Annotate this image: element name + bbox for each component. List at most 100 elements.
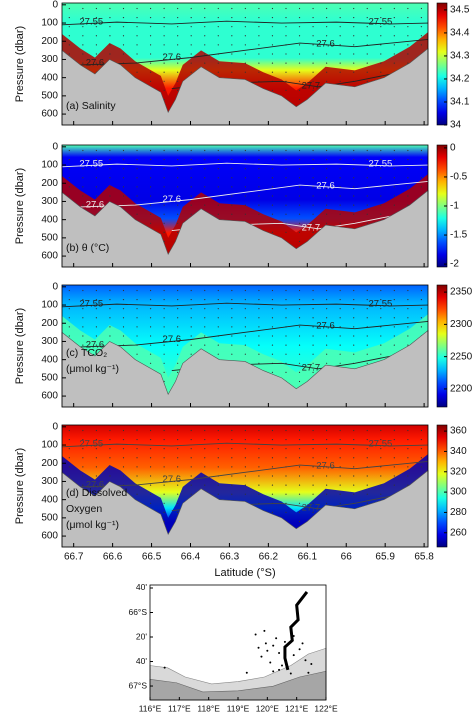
sample-dot — [244, 16, 246, 19]
sample-dot — [136, 438, 138, 441]
sample-dot — [380, 475, 382, 477]
sample-dot — [231, 53, 233, 55]
sample-dot — [163, 16, 165, 19]
sample-dot — [380, 195, 382, 197]
sample-dot — [122, 308, 125, 310]
sample-dot — [298, 371, 301, 374]
sample-dot — [149, 344, 152, 346]
sample-dot — [326, 71, 328, 73]
sample-dot — [231, 204, 233, 206]
sample-dot — [393, 7, 395, 10]
sample-dot — [258, 448, 260, 450]
sample-dot — [380, 308, 382, 310]
sample-dot — [231, 484, 233, 486]
sample-dot — [204, 44, 206, 46]
sample-dot — [420, 149, 423, 152]
colorbar-tick-label: 34.2 — [450, 74, 470, 85]
sample-dot — [68, 7, 70, 10]
sample-dot — [339, 195, 341, 197]
sample-dot — [326, 222, 328, 224]
sample-dot — [68, 44, 70, 46]
sample-dot — [149, 362, 152, 364]
sample-dot — [68, 429, 70, 432]
sample-dot — [339, 353, 341, 355]
sample-dot — [312, 213, 314, 215]
sample-dot — [244, 158, 246, 161]
sample-dot — [122, 35, 125, 37]
sample-dot — [163, 222, 165, 224]
sample-dot — [393, 204, 395, 206]
sample-dot — [298, 475, 301, 477]
sample-dot — [285, 231, 287, 234]
sample-dot — [298, 35, 301, 37]
sample-dot — [109, 289, 111, 292]
sample-dot — [326, 204, 328, 206]
sample-dot — [326, 195, 328, 197]
sample-dot — [163, 466, 165, 468]
seafloor — [61, 189, 429, 268]
sample-dot — [298, 317, 301, 319]
sample-dot — [298, 213, 301, 215]
sample-dot — [271, 158, 274, 161]
sample-dot — [353, 438, 355, 441]
sample-dot — [122, 448, 125, 450]
sample-dot — [217, 213, 219, 215]
sample-dot — [82, 53, 84, 55]
x-tick-label: 66.7 — [64, 552, 84, 563]
sample-dot — [258, 7, 260, 10]
sample-dot — [407, 195, 409, 197]
sample-dot — [312, 204, 314, 206]
sample-dot — [163, 231, 165, 234]
sample-dot — [326, 158, 328, 161]
sample-dot — [298, 362, 301, 364]
contour-line — [61, 20, 429, 26]
colorbar-tick-label: 2350 — [450, 287, 473, 298]
sample-dot — [68, 35, 70, 37]
sample-dot — [393, 429, 395, 432]
sample-dot — [312, 317, 314, 319]
sample-dot — [68, 53, 70, 55]
sample-dot — [136, 335, 138, 337]
station — [281, 664, 283, 667]
sample-dot — [393, 195, 395, 197]
sample-dot — [339, 213, 341, 215]
panel-label: Oxygen — [66, 503, 102, 515]
sample-dot — [339, 44, 341, 46]
sample-dot — [380, 7, 382, 10]
sample-dot — [393, 298, 395, 301]
sample-dot — [312, 26, 314, 28]
sample-dot — [353, 149, 355, 152]
colorbar-tick-label: 2250 — [450, 351, 473, 362]
sample-dot — [244, 308, 246, 310]
sample-dot — [122, 317, 125, 319]
contour-line — [80, 180, 429, 208]
sample-dot — [285, 35, 287, 37]
sample-dot — [326, 457, 328, 459]
sample-dot — [420, 466, 423, 468]
plot-frame — [61, 424, 429, 548]
sample-dot — [312, 177, 314, 179]
sample-dot — [312, 53, 314, 55]
sample-dot — [244, 149, 246, 152]
sample-dot — [407, 16, 409, 19]
sample-dot — [420, 438, 423, 441]
colorbar-tick-label: 34.3 — [450, 51, 470, 62]
colorbar — [436, 2, 448, 126]
sample-dot — [312, 344, 314, 346]
sample-dot — [163, 204, 165, 206]
sample-dot — [339, 7, 341, 10]
sample-dot — [353, 71, 355, 73]
sample-dot — [271, 195, 274, 197]
sample-dot — [326, 289, 328, 292]
sample-dot — [353, 204, 355, 206]
sample-dot — [258, 289, 260, 292]
sample-dot — [420, 429, 423, 432]
sample-dot — [380, 158, 382, 161]
sample-dot — [298, 353, 301, 355]
colorbar-tick-label: 280 — [450, 507, 467, 518]
sample-dot — [244, 438, 246, 441]
sample-dot — [298, 7, 301, 10]
sample-dot — [204, 53, 206, 55]
sample-dot — [231, 62, 233, 64]
sample-dot — [298, 62, 301, 64]
